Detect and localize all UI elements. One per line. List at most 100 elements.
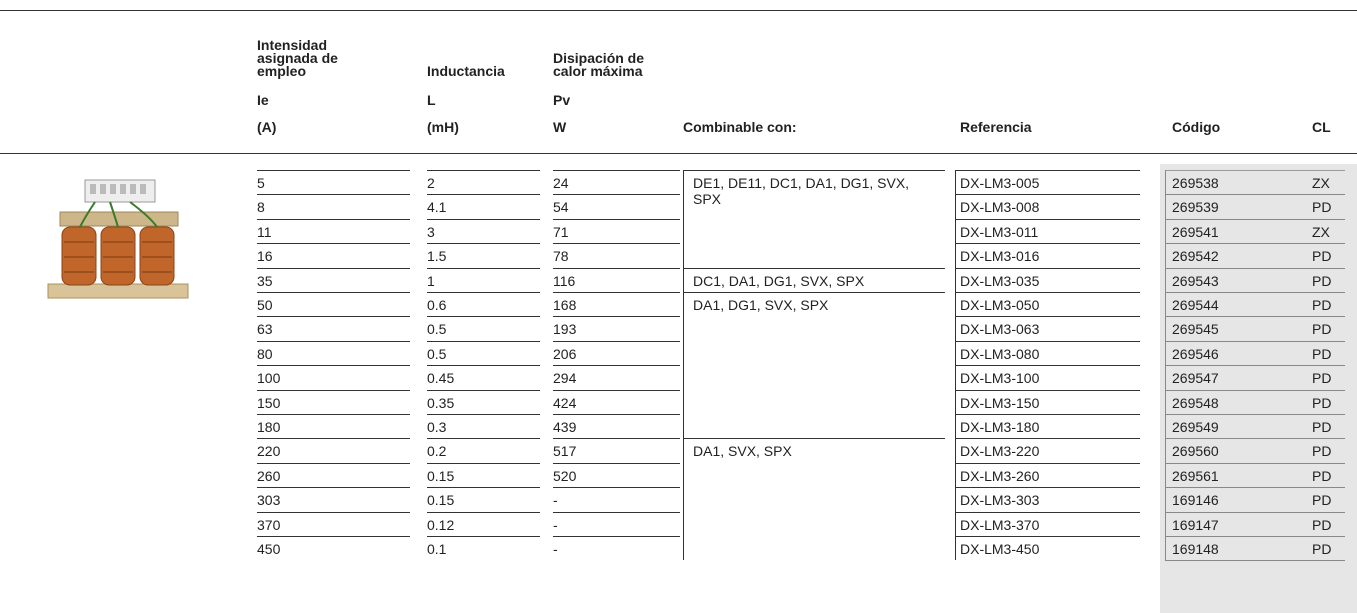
cell-code: 269545 [1172,321,1219,338]
cell-rule [1165,487,1345,489]
cell-l: 1 [427,272,435,289]
header-title: CL [1312,119,1331,135]
cell-border [1165,316,1166,341]
cell-l: 1.5 [427,248,447,265]
cell-cl: PD [1312,516,1332,533]
cell-code: 269542 [1172,248,1219,265]
cell-rule [257,414,410,415]
cell-cl: PD [1312,394,1332,411]
cell-rule [257,462,410,464]
cell-rule [427,536,540,537]
cell-pv: - [553,492,558,509]
cell-pv: 439 [553,419,577,435]
cell-cl: PD [1312,345,1332,362]
product-image [47,179,189,299]
cell-cl: ZX [1312,223,1330,240]
cell-ie: 450 [257,541,281,557]
cell-rule [955,511,1140,513]
cell-ie: 80 [257,345,273,362]
cell-rule [955,487,1140,489]
cell-pv: 294 [553,370,577,387]
cell-cl: PD [1312,541,1332,557]
cell-code: 269560 [1172,443,1219,460]
top-rule [0,10,1357,11]
cell-l: 0.15 [427,467,455,484]
cell-combinable: DA1, SVX, SPX [693,443,792,460]
cell-l: 0.15 [427,492,455,509]
cell-border [955,536,956,561]
cell-border [1165,462,1166,488]
group-border [683,170,684,268]
cell-pv: - [553,516,558,533]
cell-ref: DX-LM3-005 [960,175,1040,191]
cell-border [1165,340,1166,366]
group-border [683,267,684,292]
cell-code: 269539 [1172,199,1219,216]
cell-cl: PD [1312,199,1332,216]
cell-cl: PD [1312,248,1332,265]
cell-border [955,511,956,536]
header-title: Disipación de calor máxima [553,50,645,79]
cell-border [1165,414,1166,439]
cell-code: 269561 [1172,467,1219,484]
cell-cl: PD [1312,492,1332,509]
header-title: Intensidad asignada de empleo [257,37,338,79]
cell-ie: 150 [257,394,281,411]
cell-border [1165,389,1166,414]
header-unit: (A) [257,119,277,135]
cell-rule [1165,194,1345,196]
cell-combinable: DE1, DE11, DC1, DA1, DG1, SVX, SPX [693,175,910,207]
cell-l: 0.12 [427,516,455,533]
cell-rule [553,194,680,196]
group-border [683,292,684,439]
header-unit: W [553,119,567,135]
cell-code: 269546 [1172,345,1219,362]
cell-ie: 5 [257,175,265,191]
cell-rule [257,292,410,293]
cell-ie: 370 [257,516,281,533]
header-symbol: L [427,92,436,108]
cell-l: 0.1 [427,541,447,557]
cell-rule [1165,438,1345,440]
cell-l: 0.35 [427,394,455,411]
cell-ie: 100 [257,370,281,387]
cell-code: 269548 [1172,394,1219,411]
cell-ref: DX-LM3-063 [960,321,1040,338]
cell-ie: 180 [257,419,281,435]
cell-rule [427,170,540,171]
cell-code: 269538 [1172,175,1219,191]
cell-border [955,365,956,390]
cell-rule [1165,414,1345,415]
cell-border [955,292,956,317]
cell-rule [553,316,680,318]
cell-rule [427,365,540,367]
cell-l: 0.3 [427,419,447,435]
cell-ie: 303 [257,492,281,509]
cell-l: 0.6 [427,297,447,313]
cell-rule [955,218,1140,220]
group-rule [683,438,945,440]
cell-border [1165,170,1166,195]
cell-l: 0.5 [427,321,447,338]
cell-border [1165,487,1166,512]
header-title: Referencia [960,119,1032,135]
cell-ref: DX-LM3-035 [960,272,1040,289]
cell-rule [427,438,540,440]
cell-ie: 11 [257,223,272,240]
cell-ie: 35 [257,272,273,289]
cell-rule [553,487,680,489]
header-title: Combinable con: [683,119,797,135]
cell-rule [257,194,410,196]
cell-rule [553,243,680,245]
cell-border [955,389,956,414]
cell-rule [257,267,410,269]
cell-rule [553,170,680,171]
cell-ref: DX-LM3-150 [960,394,1040,411]
cell-rule [427,243,540,245]
cell-pv: 193 [553,321,577,338]
cell-rule [955,316,1140,318]
cell-pv: 116 [553,272,576,289]
cell-pv: 168 [553,297,577,313]
cell-cl: PD [1312,272,1332,289]
cell-rule [257,218,410,220]
